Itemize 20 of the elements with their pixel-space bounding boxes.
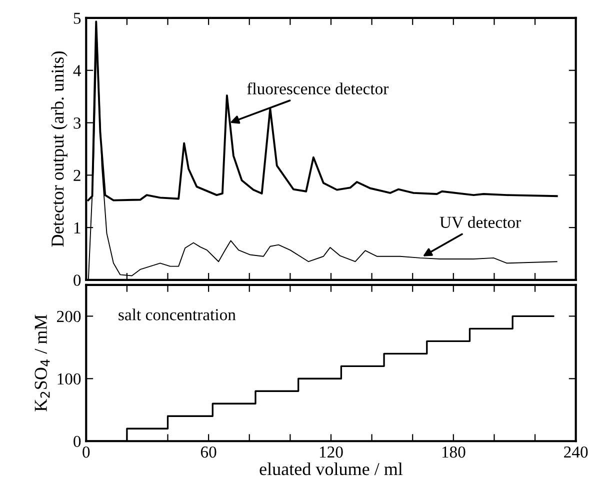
annotation: salt concentration xyxy=(118,308,236,320)
x-tick-label: 240 xyxy=(564,446,588,458)
y-tick-label: 4 xyxy=(73,65,82,76)
annotation: fluorescence detector xyxy=(247,82,389,94)
x-tick-label: 120 xyxy=(320,446,343,458)
y-tick-label: 0 xyxy=(74,274,81,286)
x-tick-label: 180 xyxy=(442,446,466,458)
x-tick-label: 60 xyxy=(200,446,216,458)
y-axis-title: K$_{2}$SO$_{4}$ / mM xyxy=(34,314,50,412)
y-tick-label: 0 xyxy=(74,436,81,448)
x-tick-label: 0 xyxy=(82,446,90,458)
y-tick-label: 100 xyxy=(58,373,81,385)
y-tick-label: 5 xyxy=(74,12,81,24)
x-axis-title: eluated volume / ml xyxy=(260,462,403,476)
y-tick-label: 1 xyxy=(74,222,80,234)
y-tick-label: 3 xyxy=(74,118,81,129)
y-tick-label: 2 xyxy=(74,170,80,181)
annotation: UV detector xyxy=(440,216,521,228)
y-tick-label: 200 xyxy=(57,310,81,322)
y-axis-title: Detector output (arb. units) xyxy=(51,51,68,247)
